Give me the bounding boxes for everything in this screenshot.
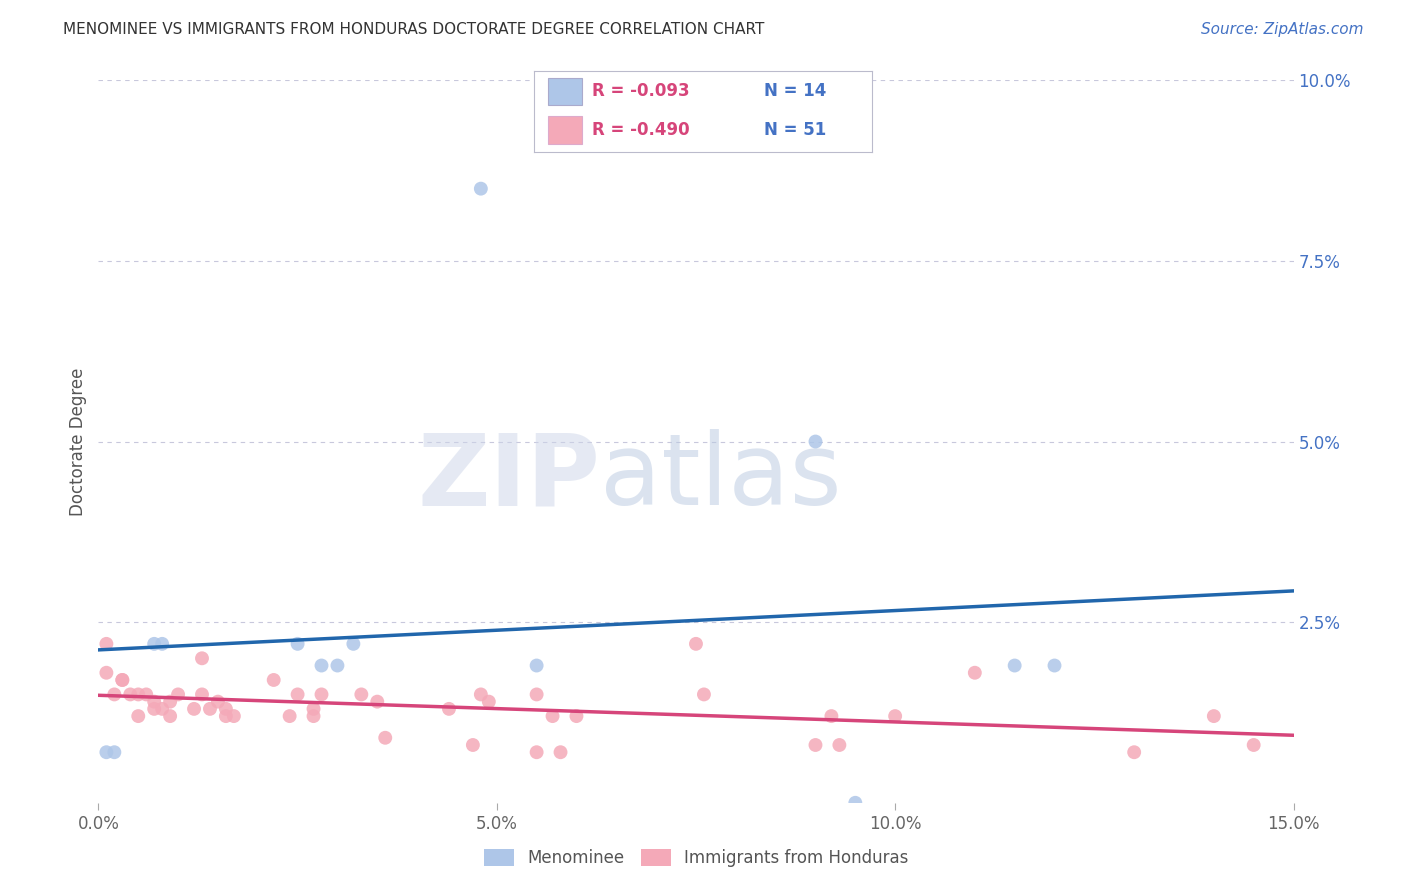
Point (1123, 745, 1146, 759)
Point (1043, 658, 1066, 673)
Text: R = -0.093: R = -0.093 (592, 82, 689, 101)
Text: N = 14: N = 14 (763, 82, 827, 101)
Point (804, 738, 827, 752)
Point (127, 687, 149, 701)
Point (693, 687, 716, 701)
Point (1004, 658, 1026, 673)
Point (215, 709, 238, 723)
Point (111, 673, 134, 687)
Point (263, 673, 285, 687)
Point (96, 665, 118, 680)
Point (302, 709, 325, 723)
Point (884, 709, 907, 723)
Point (820, 709, 842, 723)
Point (326, 658, 349, 673)
Text: ZIP: ZIP (418, 429, 600, 526)
Point (111, 673, 134, 687)
Point (120, 687, 142, 701)
Point (526, 745, 548, 759)
Text: N = 51: N = 51 (763, 121, 825, 139)
Point (526, 687, 548, 701)
Point (1243, 738, 1265, 752)
Point (198, 702, 221, 716)
Point (478, 695, 501, 709)
Point (222, 709, 245, 723)
Point (565, 709, 588, 723)
Point (844, 796, 866, 810)
Point (103, 687, 125, 701)
Point (550, 745, 572, 759)
Point (143, 702, 166, 716)
Point (191, 651, 214, 665)
Text: R = -0.490: R = -0.490 (592, 121, 689, 139)
Point (207, 695, 229, 709)
Point (1202, 709, 1225, 723)
Point (470, 687, 492, 701)
Point (215, 702, 238, 716)
Point (159, 695, 181, 709)
Point (828, 738, 851, 752)
Point (143, 637, 166, 651)
Point (150, 637, 173, 651)
Point (191, 687, 214, 701)
Point (311, 658, 333, 673)
Point (685, 637, 707, 651)
Legend: Menominee, Immigrants from Honduras: Menominee, Immigrants from Honduras (477, 842, 915, 874)
Point (167, 687, 190, 701)
Point (526, 658, 548, 673)
Point (96, 745, 118, 759)
Point (143, 695, 166, 709)
Point (470, 182, 492, 196)
Bar (548, 116, 582, 144)
Point (342, 637, 364, 651)
Point (287, 637, 309, 651)
Point (183, 702, 205, 716)
Text: atlas: atlas (600, 429, 842, 526)
Text: MENOMINEE VS IMMIGRANTS FROM HONDURAS DOCTORATE DEGREE CORRELATION CHART: MENOMINEE VS IMMIGRANTS FROM HONDURAS DO… (63, 22, 765, 37)
Point (127, 709, 149, 723)
Point (461, 738, 484, 752)
Point (159, 709, 181, 723)
Text: Source: ZipAtlas.com: Source: ZipAtlas.com (1201, 22, 1364, 37)
Point (804, 434, 827, 449)
Point (374, 731, 396, 745)
Point (287, 687, 309, 701)
Point (311, 687, 333, 701)
Point (96, 637, 118, 651)
Point (135, 687, 157, 701)
Point (437, 702, 460, 716)
Y-axis label: Doctorate Degree: Doctorate Degree (69, 368, 87, 516)
Point (350, 687, 373, 701)
Point (103, 745, 125, 759)
Bar (548, 78, 582, 105)
Point (302, 702, 325, 716)
Point (541, 709, 564, 723)
Point (366, 695, 388, 709)
Point (150, 702, 173, 716)
Point (278, 709, 301, 723)
Point (963, 665, 986, 680)
